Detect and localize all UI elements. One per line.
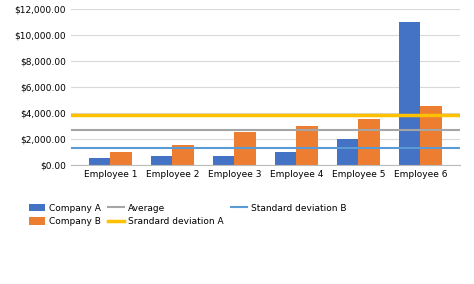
Legend: Company A, Company B, Average, Srandard deviation A, Standard deviation B: Company A, Company B, Average, Srandard … (29, 204, 346, 226)
Bar (151, 156, 173, 165)
Bar (296, 126, 318, 165)
Bar (173, 145, 194, 165)
Bar (213, 156, 235, 165)
Bar (420, 106, 442, 165)
Bar (89, 158, 110, 165)
Bar (110, 152, 132, 165)
Bar (275, 152, 296, 165)
Bar (399, 22, 420, 165)
Bar (337, 139, 358, 165)
Bar (235, 132, 256, 165)
Bar (358, 119, 380, 165)
